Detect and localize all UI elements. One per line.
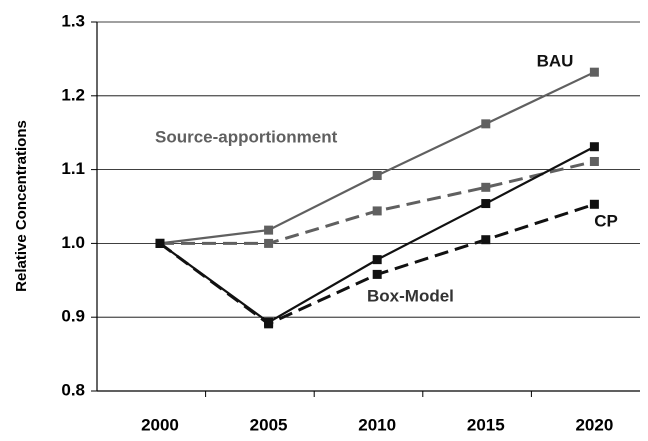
x-tick-label: 2000: [141, 415, 179, 434]
annotation: CP: [594, 211, 618, 230]
point-marker: [372, 269, 382, 279]
point-marker: [372, 171, 382, 181]
x-tick-label: 2010: [358, 415, 396, 434]
point-marker: [481, 199, 491, 209]
annotation: Source-apportionment: [155, 127, 338, 146]
y-tick-label: 1.3: [61, 11, 85, 30]
point-marker: [481, 119, 491, 129]
annotation: Box-Model: [367, 286, 454, 305]
y-tick-label: 0.8: [61, 380, 85, 399]
y-tick-label: 1.0: [61, 233, 85, 252]
point-marker: [481, 182, 491, 192]
x-tick-label: 2005: [250, 415, 288, 434]
y-tick-label: 0.9: [61, 307, 85, 326]
series-line: [159, 71, 595, 245]
y-tick-label: 1.1: [61, 159, 85, 178]
point-marker: [372, 206, 382, 216]
point-marker: [589, 199, 599, 209]
annotation: BAU: [537, 51, 574, 70]
point-marker: [481, 235, 491, 245]
point-marker: [264, 225, 274, 235]
x-tick-label: 2015: [467, 415, 505, 434]
point-marker: [372, 255, 382, 265]
point-marker: [155, 238, 165, 248]
x-tick-label: 2020: [575, 415, 613, 434]
y-axis-label: Relative Concentrations: [13, 120, 30, 292]
point-marker: [589, 156, 599, 166]
y-tick-label: 1.2: [61, 85, 85, 104]
point-marker: [264, 319, 274, 329]
point-marker: [589, 142, 599, 152]
point-marker: [264, 238, 274, 248]
point-marker: [589, 67, 599, 77]
